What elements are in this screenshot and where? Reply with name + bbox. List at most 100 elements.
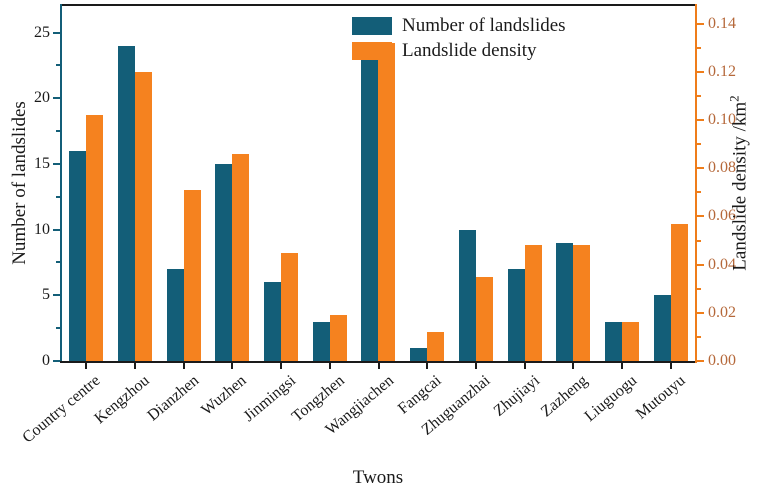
right-major-tick [697, 167, 704, 169]
x-tick [134, 363, 136, 369]
bar-density [475, 277, 493, 361]
right-y-axis-title: Landslide density /km2 [726, 95, 751, 270]
bar-density [524, 245, 542, 361]
bar-landslides [556, 243, 574, 361]
x-tick [621, 363, 623, 369]
bar-density [135, 72, 153, 361]
left-major-tick [53, 163, 60, 165]
left-y-axis-title: Number of landslides [9, 101, 30, 265]
right-tick-label: 0.06 [708, 207, 736, 224]
left-axis-line [60, 4, 62, 363]
legend-swatch-landslides-icon [352, 17, 392, 35]
bar-density [281, 253, 299, 361]
bar-landslides [118, 46, 136, 361]
left-tick-label: 0 [42, 352, 50, 369]
bar-group [111, 5, 160, 361]
right-major-tick [697, 360, 704, 362]
right-tick-label: 0.10 [708, 111, 736, 128]
x-category-label: Zhujiayi [490, 372, 543, 420]
right-minor-tick [697, 95, 701, 97]
bar-density [378, 43, 396, 361]
x-tick [475, 363, 477, 369]
right-tick-label: 0.08 [708, 159, 736, 176]
bar-density [232, 154, 250, 361]
bar-landslides [312, 322, 330, 361]
right-tick-label: 0.04 [708, 256, 736, 273]
x-tick [280, 363, 282, 369]
bar-landslides [264, 282, 282, 361]
left-tick-label: 10 [34, 221, 50, 238]
left-major-tick [53, 360, 60, 362]
bar-landslides [215, 164, 233, 361]
x-category-label: Kengzhou [91, 372, 153, 428]
right-minor-tick [697, 240, 701, 242]
left-tick-label: 20 [34, 89, 50, 106]
bar-landslides [410, 348, 428, 361]
left-major-tick [53, 97, 60, 99]
right-major-tick [697, 264, 704, 266]
bar-group [208, 5, 257, 361]
right-y-axis-title-superscript: 2 [726, 95, 742, 102]
right-minor-tick [697, 288, 701, 290]
x-category-label: Dianzhen [144, 372, 202, 425]
x-tick [378, 363, 380, 369]
right-tick-label: 0.12 [708, 63, 736, 80]
right-major-tick [697, 312, 704, 314]
x-tick [329, 363, 331, 369]
x-tick [183, 363, 185, 369]
legend-label-density: Landslide density [402, 40, 537, 61]
legend-swatch-density-icon [352, 42, 392, 60]
bar-density [427, 332, 445, 361]
right-minor-tick [697, 47, 701, 49]
bar-landslides [69, 151, 87, 361]
bar-density [573, 245, 591, 361]
bar-group [549, 5, 598, 361]
right-minor-tick [697, 191, 701, 193]
x-category-label: Jinmingsi [240, 372, 299, 426]
bar-group [354, 5, 403, 361]
x-category-label: Country centre [19, 372, 104, 447]
right-axis-line [695, 4, 697, 363]
bar-density [621, 322, 639, 361]
bar-landslides [604, 322, 622, 361]
bar-group [500, 5, 549, 361]
right-y-axis-title-text: Landslide density /km [729, 101, 751, 271]
bar-group [598, 5, 647, 361]
right-major-tick [697, 23, 704, 25]
right-major-tick [697, 215, 704, 217]
left-tick-label: 15 [34, 155, 50, 172]
right-tick-label: 0.02 [708, 304, 736, 321]
legend-item-density: Landslide density [352, 41, 566, 61]
x-category-label: Mutouyu [633, 372, 689, 423]
right-tick-label: 0.14 [708, 15, 736, 32]
left-major-tick [53, 294, 60, 296]
bottom-axis-line [60, 361, 697, 363]
x-tick [670, 363, 672, 369]
bar-density [183, 190, 201, 361]
right-major-tick [697, 71, 704, 73]
right-major-tick [697, 119, 704, 121]
plot-area [62, 5, 695, 361]
left-minor-tick [56, 261, 60, 263]
x-tick [524, 363, 526, 369]
left-major-tick [53, 32, 60, 34]
bar-density [670, 224, 688, 361]
bar-group [452, 5, 501, 361]
left-minor-tick [56, 327, 60, 329]
left-minor-tick [56, 130, 60, 132]
legend-label-landslides: Number of landslides [402, 15, 566, 36]
right-minor-tick [697, 143, 701, 145]
bar-landslides [507, 269, 525, 361]
right-tick-label: 0.00 [708, 352, 736, 369]
x-axis-title: Twons [352, 467, 404, 488]
bar-density [329, 315, 347, 361]
bar-group [257, 5, 306, 361]
bar-landslides [653, 295, 671, 361]
bar-group [305, 5, 354, 361]
left-major-tick [53, 229, 60, 231]
bar-group [403, 5, 452, 361]
legend-item-landslides: Number of landslides [352, 16, 566, 36]
x-category-label: Liuguogu [581, 372, 640, 426]
bar-group [159, 5, 208, 361]
